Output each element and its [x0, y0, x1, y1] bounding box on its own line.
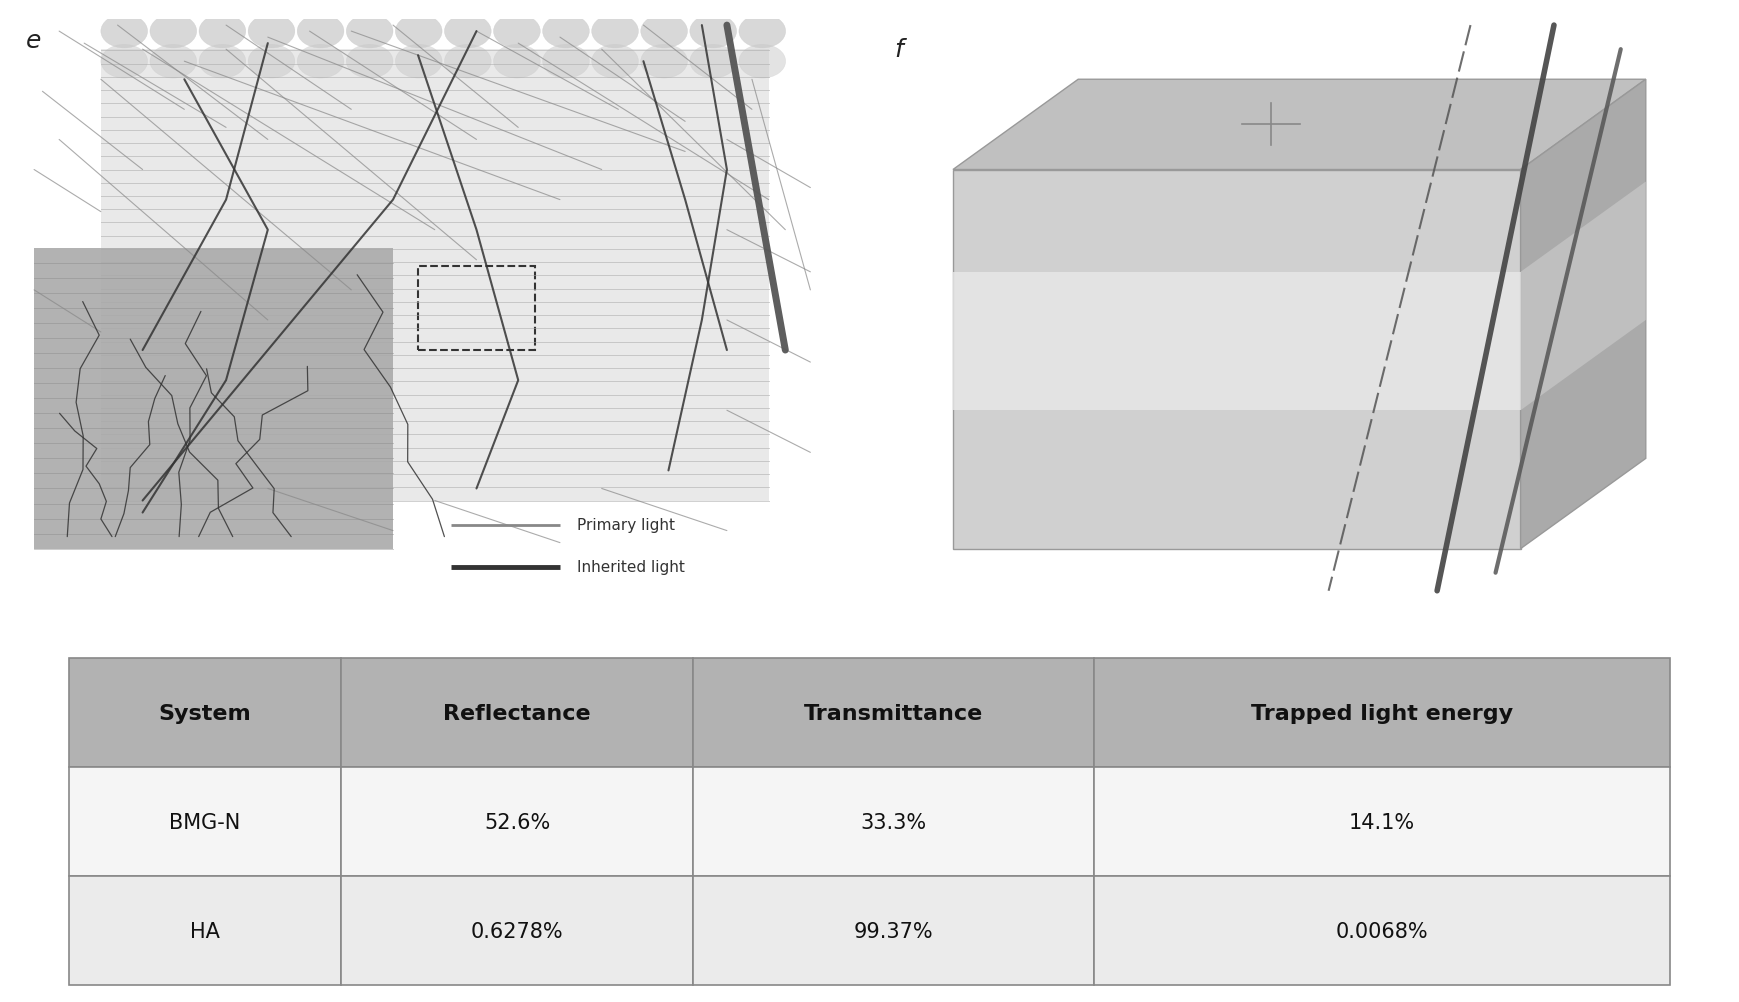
- Circle shape: [297, 15, 344, 49]
- Circle shape: [150, 45, 197, 79]
- Circle shape: [346, 15, 393, 49]
- Circle shape: [297, 45, 344, 79]
- Text: e: e: [26, 29, 42, 53]
- Circle shape: [395, 15, 442, 49]
- Bar: [1094, 768, 1671, 876]
- Bar: [1094, 876, 1671, 985]
- Circle shape: [690, 15, 737, 49]
- Text: Trapped light energy: Trapped light energy: [1250, 703, 1513, 723]
- Text: 33.3%: 33.3%: [861, 812, 927, 832]
- Bar: [341, 659, 694, 768]
- Circle shape: [543, 15, 590, 49]
- Polygon shape: [1520, 80, 1645, 549]
- Circle shape: [739, 15, 786, 49]
- Circle shape: [150, 15, 197, 49]
- Circle shape: [494, 45, 541, 79]
- Text: Reflectance: Reflectance: [443, 703, 591, 723]
- Text: HA: HA: [190, 921, 219, 941]
- Circle shape: [101, 15, 148, 49]
- Bar: [101, 50, 769, 501]
- Text: 14.1%: 14.1%: [1349, 812, 1416, 832]
- Bar: [694, 876, 1094, 985]
- Text: System: System: [158, 703, 250, 723]
- Bar: [68, 768, 341, 876]
- Circle shape: [591, 45, 638, 79]
- Circle shape: [101, 45, 148, 79]
- Circle shape: [445, 15, 490, 49]
- Circle shape: [690, 45, 737, 79]
- Circle shape: [445, 45, 490, 79]
- Circle shape: [591, 15, 638, 49]
- Text: 0.0068%: 0.0068%: [1336, 921, 1428, 941]
- Circle shape: [739, 45, 786, 79]
- Circle shape: [543, 45, 590, 79]
- Circle shape: [198, 15, 245, 49]
- Text: 99.37%: 99.37%: [854, 921, 934, 941]
- Text: 0.6278%: 0.6278%: [471, 921, 563, 941]
- Bar: [68, 659, 341, 768]
- Circle shape: [198, 45, 245, 79]
- Circle shape: [346, 45, 393, 79]
- Bar: [68, 876, 341, 985]
- Text: Transmittance: Transmittance: [803, 703, 983, 723]
- Text: Primary light: Primary light: [577, 518, 675, 532]
- Polygon shape: [953, 273, 1520, 411]
- Bar: [694, 659, 1094, 768]
- Bar: [694, 768, 1094, 876]
- Bar: [35, 248, 393, 549]
- Text: 52.6%: 52.6%: [483, 812, 550, 832]
- Circle shape: [249, 15, 296, 49]
- Bar: [341, 876, 694, 985]
- Polygon shape: [953, 170, 1520, 549]
- Bar: [1094, 659, 1671, 768]
- Text: f: f: [894, 38, 903, 62]
- Bar: [417, 267, 536, 351]
- Circle shape: [395, 45, 442, 79]
- Text: BMG-N: BMG-N: [169, 812, 240, 832]
- Polygon shape: [953, 80, 1645, 170]
- Circle shape: [640, 15, 687, 49]
- Polygon shape: [1520, 182, 1645, 411]
- Text: Inherited light: Inherited light: [577, 560, 685, 574]
- Circle shape: [494, 15, 541, 49]
- Bar: [341, 768, 694, 876]
- Circle shape: [640, 45, 687, 79]
- Circle shape: [249, 45, 296, 79]
